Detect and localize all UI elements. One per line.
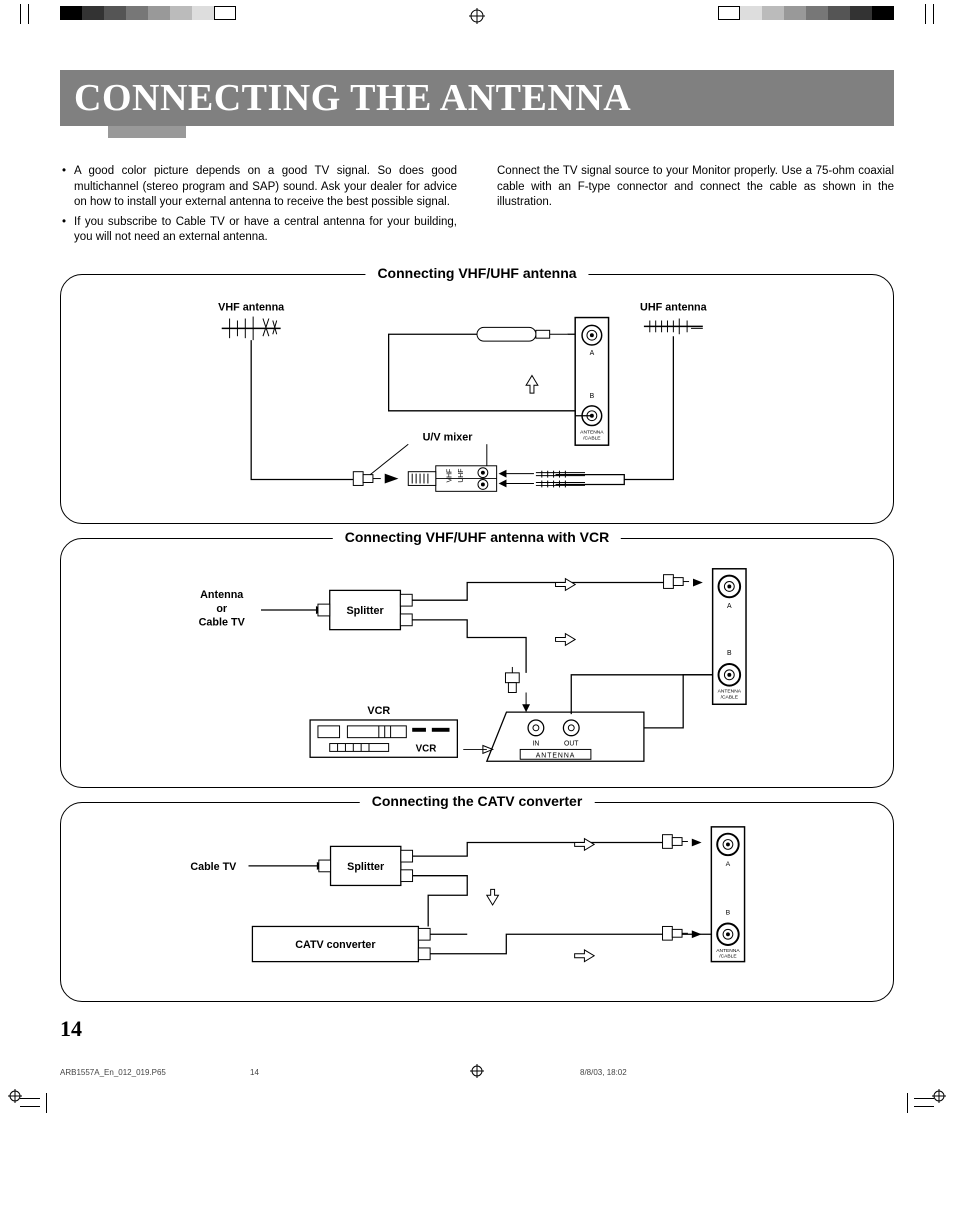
intro-bullet: A good color picture depends on a good T… <box>74 164 457 211</box>
f-connector-icon <box>353 471 380 485</box>
registration-mark-icon <box>469 8 485 24</box>
svg-text:A: A <box>726 860 731 867</box>
coax-cable-icon <box>477 327 567 341</box>
registration-mark-icon <box>470 1064 484 1078</box>
port-a-label: A <box>590 349 595 356</box>
crop-marks-top <box>0 0 954 30</box>
diagram-svg: Antenna or Cable TV Splitter <box>81 557 873 773</box>
splitter-box: Splitter <box>319 846 413 885</box>
uv-mixer-icon: VHF UHF <box>408 465 496 491</box>
svg-text:ANTENNA: ANTENNA <box>718 688 742 694</box>
port-b-label: B <box>590 393 595 400</box>
splitter-box: Splitter <box>318 590 412 629</box>
diagram-vhf-uhf: Connecting VHF/UHF antenna VHF antenna U… <box>60 274 894 524</box>
svg-text:or: or <box>216 603 228 615</box>
intro-right-column: Connect the TV signal source to your Mon… <box>497 164 894 250</box>
svg-text:A: A <box>727 603 732 610</box>
page-number: 14 <box>60 1016 894 1042</box>
diagram-svg: Cable TV Splitter <box>81 821 873 987</box>
diagram-catv: Connecting the CATV converter Cable TV S… <box>60 802 894 1002</box>
diagram-vhf-uhf-vcr: Connecting VHF/UHF antenna with VCR Ante… <box>60 538 894 788</box>
intro-section: A good color picture depends on a good T… <box>60 164 894 250</box>
antenna-panel: A B ANTENNA /CABLE <box>711 826 744 961</box>
diagram-svg: VHF antenna UHF antenna A <box>81 293 873 509</box>
page-content: CONNECTING THE ANTENNA A good color pict… <box>0 30 954 1062</box>
svg-text:VCR: VCR <box>367 705 390 717</box>
page-title: CONNECTING THE ANTENNA <box>60 70 894 126</box>
uhf-antenna-icon <box>644 318 703 334</box>
crop-marks-bottom <box>0 1081 954 1111</box>
antenna-cable-label: ANTENNA <box>580 429 604 435</box>
f-connector-icon <box>664 574 690 588</box>
footer-datetime: 8/8/03, 18:02 <box>580 1068 627 1077</box>
footer: ARB1557A_En_012_019.P65 14 8/8/03, 18:02 <box>0 1062 954 1081</box>
uhf-antenna-label: UHF antenna <box>640 301 708 313</box>
svg-text:Splitter: Splitter <box>347 860 385 872</box>
registration-mark-icon <box>932 1089 946 1103</box>
footer-filename: ARB1557A_En_012_019.P65 <box>60 1068 166 1077</box>
vhf-antenna-label: VHF antenna <box>218 301 285 313</box>
vhf-antenna-icon <box>222 316 281 340</box>
antenna-panel: A B ANTENNA /CABLE <box>713 568 746 703</box>
registration-mark-icon <box>8 1089 22 1103</box>
svg-text:/CABLE: /CABLE <box>721 694 739 700</box>
diagram-title: Connecting VHF/UHF antenna with VCR <box>333 529 621 545</box>
intro-left-column: A good color picture depends on a good T… <box>60 164 457 250</box>
vcr-icon: VCR <box>310 720 457 757</box>
svg-text:CATV converter: CATV converter <box>295 939 376 951</box>
vcr-back-panel: IN OUT ANTENNA <box>487 712 644 761</box>
catv-converter-box: CATV converter <box>252 926 430 961</box>
f-connector-icon <box>663 926 688 940</box>
svg-text:B: B <box>726 909 731 916</box>
uv-mixer-label: U/V mixer <box>423 431 474 443</box>
svg-text:/CABLE: /CABLE <box>583 435 601 441</box>
antenna-panel: A B ANTENNA /CABLE <box>575 317 608 445</box>
svg-text:/CABLE: /CABLE <box>719 953 737 959</box>
svg-text:IN: IN <box>532 740 539 747</box>
arrow-up-icon <box>526 375 538 393</box>
svg-text:UHF: UHF <box>458 468 465 482</box>
svg-text:VCR: VCR <box>416 743 437 754</box>
svg-text:ANTENNA: ANTENNA <box>716 947 740 953</box>
intro-paragraph: Connect the TV signal source to your Mon… <box>497 164 894 211</box>
svg-text:OUT: OUT <box>564 740 579 747</box>
svg-text:Cable TV: Cable TV <box>199 616 246 628</box>
svg-text:Splitter: Splitter <box>346 605 384 617</box>
diagram-title: Connecting the CATV converter <box>360 793 595 809</box>
svg-text:Cable TV: Cable TV <box>190 860 237 872</box>
svg-text:VHF: VHF <box>446 468 453 482</box>
footer-page: 14 <box>250 1068 259 1077</box>
antenna-cable-label: Antenna <box>200 589 244 601</box>
diagram-title: Connecting VHF/UHF antenna <box>365 265 588 281</box>
f-connector-icon <box>505 667 519 693</box>
svg-text:ANTENNA: ANTENNA <box>536 752 576 759</box>
intro-bullet: If you subscribe to Cable TV or have a c… <box>74 215 457 246</box>
page-title-text: CONNECTING THE ANTENNA <box>74 77 631 119</box>
f-connector-icon <box>663 834 688 848</box>
svg-text:B: B <box>727 650 732 657</box>
